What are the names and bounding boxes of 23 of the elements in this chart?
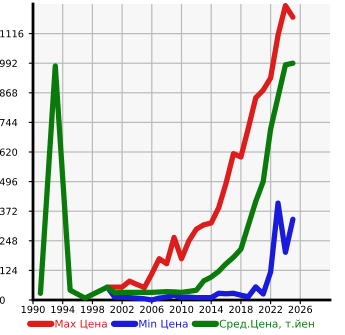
x-tick-label: 2010	[170, 306, 194, 314]
y-tick-label: 248	[0, 237, 18, 245]
x-tick-label: 1998	[81, 306, 104, 314]
x-tick-label: 2022	[258, 306, 282, 314]
x-tick-label: 2018	[229, 306, 253, 314]
y-tick-label: 372	[0, 208, 17, 216]
x-tick-label: 2006	[140, 306, 164, 314]
x-tick-label: 2002	[110, 306, 134, 314]
legend-label: Max Цена	[56, 320, 107, 330]
x-tick-label: 1990	[22, 306, 45, 314]
x-tick-label: 1994	[51, 306, 75, 314]
legend-label: Сред.Цена, т.йен	[220, 320, 314, 330]
y-tick-label: 1116	[0, 30, 24, 38]
y-tick-label: 0	[0, 296, 5, 304]
y-tick-label: 620	[0, 148, 18, 156]
y-tick-label: 496	[0, 178, 18, 186]
y-tick-label: 744	[0, 119, 18, 126]
x-tick-label: 2026	[288, 306, 312, 314]
legend-label: Min Цена	[139, 320, 188, 330]
x-tick-label: 2014	[200, 306, 224, 314]
y-tick-label: 992	[0, 60, 17, 68]
y-tick-label: 868	[0, 89, 18, 97]
y-tick-label: 124	[0, 266, 18, 274]
